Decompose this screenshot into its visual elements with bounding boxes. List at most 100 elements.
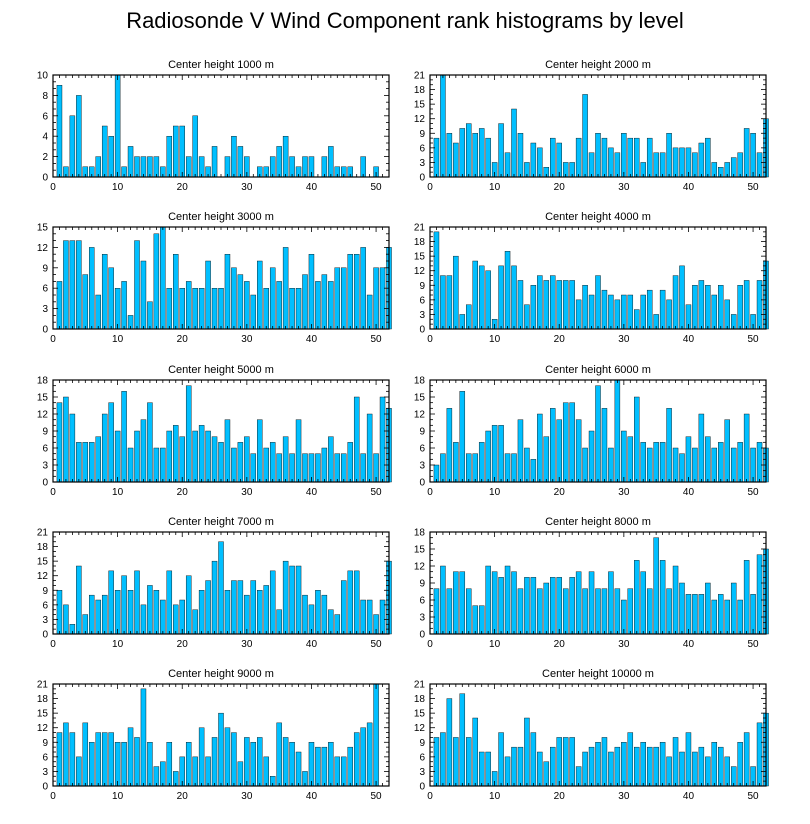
bar <box>646 289 653 330</box>
bar <box>302 156 308 178</box>
bar <box>575 419 582 483</box>
bar <box>250 742 257 787</box>
bar <box>121 742 127 787</box>
chart-panel-1: Center height 1000 m 0 10 20 30 40 50 0 2 4 6 8 10 <box>37 59 390 193</box>
y-tick-label: 12 <box>414 562 426 573</box>
bar <box>705 436 711 483</box>
bar <box>724 299 730 330</box>
x-tick-label: 30 <box>241 487 253 498</box>
bar <box>517 419 524 483</box>
x-tick-label: 10 <box>489 182 501 193</box>
bar <box>627 732 634 787</box>
bar <box>537 751 543 787</box>
chart-panel-8: Center height 8000 m 0 10 20 30 40 50 0 3 6 9 12 15 1… <box>414 516 769 650</box>
x-tick-label: 10 <box>112 487 124 498</box>
bar <box>679 265 685 330</box>
bar <box>76 240 82 330</box>
x-tick-label: 20 <box>177 791 189 802</box>
bar <box>582 285 588 330</box>
bar <box>640 742 646 787</box>
x-tick-label: 0 <box>427 334 433 345</box>
bar <box>705 582 711 635</box>
bar <box>263 585 269 635</box>
panel-title: Center height 10000 m <box>542 668 654 680</box>
x-tick-label: 50 <box>371 639 383 650</box>
bar <box>179 436 185 483</box>
bar <box>185 742 192 787</box>
bar <box>289 565 295 635</box>
y-tick-label: 0 <box>419 173 425 184</box>
bar <box>569 280 575 330</box>
y-tick-label: 21 <box>37 680 49 691</box>
y-tick-label: 15 <box>37 393 49 404</box>
bar <box>360 156 366 178</box>
bar <box>550 577 556 635</box>
bar <box>698 142 705 178</box>
y-tick-label: 0 <box>42 325 48 336</box>
panel-title: Center height 1000 m <box>168 59 274 71</box>
bar <box>353 570 360 635</box>
bar <box>524 717 530 787</box>
y-tick-label: 15 <box>37 223 49 234</box>
x-tick-label: 0 <box>50 791 56 802</box>
y-tick-label: 3 <box>419 158 425 169</box>
bar <box>231 135 237 178</box>
bar <box>511 108 517 178</box>
bar <box>192 288 198 330</box>
bar <box>543 761 550 787</box>
bar <box>95 294 101 330</box>
bar <box>224 590 231 635</box>
bar <box>56 84 63 178</box>
bar <box>302 594 308 635</box>
bar <box>173 125 179 178</box>
y-tick-label: 15 <box>414 393 426 404</box>
bar <box>498 265 504 330</box>
bar <box>433 137 440 178</box>
bar <box>302 274 308 330</box>
bar <box>608 751 614 787</box>
figure-title: Radiosonde V Wind Component rank histogr… <box>126 8 684 33</box>
bar <box>466 588 472 635</box>
x-tick-label: 0 <box>50 639 56 650</box>
y-tick-label: 18 <box>37 376 49 387</box>
bar <box>743 128 750 178</box>
bar <box>224 419 231 483</box>
bar <box>173 425 179 483</box>
bar <box>608 147 614 178</box>
bar <box>250 453 257 483</box>
bar <box>334 267 341 330</box>
bar <box>173 604 179 635</box>
bar <box>743 280 750 330</box>
bar <box>295 751 302 787</box>
bar <box>321 746 328 787</box>
bar <box>582 447 588 483</box>
bar <box>504 152 511 178</box>
y-tick-label: 15 <box>414 545 426 556</box>
bar <box>756 280 763 330</box>
bar <box>666 299 672 330</box>
bar <box>737 285 743 330</box>
bar <box>537 147 543 178</box>
bar <box>237 442 244 483</box>
x-tick-label: 50 <box>748 334 760 345</box>
bar <box>446 698 453 787</box>
bar <box>640 442 646 483</box>
bar <box>498 577 504 635</box>
bar <box>373 267 379 330</box>
bar <box>366 722 373 787</box>
bar <box>614 152 621 178</box>
bar <box>121 575 127 635</box>
bar <box>453 255 459 330</box>
bar <box>134 156 140 178</box>
bar <box>737 599 743 635</box>
bar <box>634 746 640 787</box>
bar <box>134 240 140 330</box>
bar <box>321 274 328 330</box>
bar <box>379 396 386 483</box>
y-tick-label: 21 <box>414 71 426 82</box>
bar <box>101 253 108 330</box>
bar <box>166 742 173 787</box>
y-tick-label: 12 <box>37 723 49 734</box>
bar <box>69 115 76 178</box>
x-tick-label: 30 <box>241 791 253 802</box>
